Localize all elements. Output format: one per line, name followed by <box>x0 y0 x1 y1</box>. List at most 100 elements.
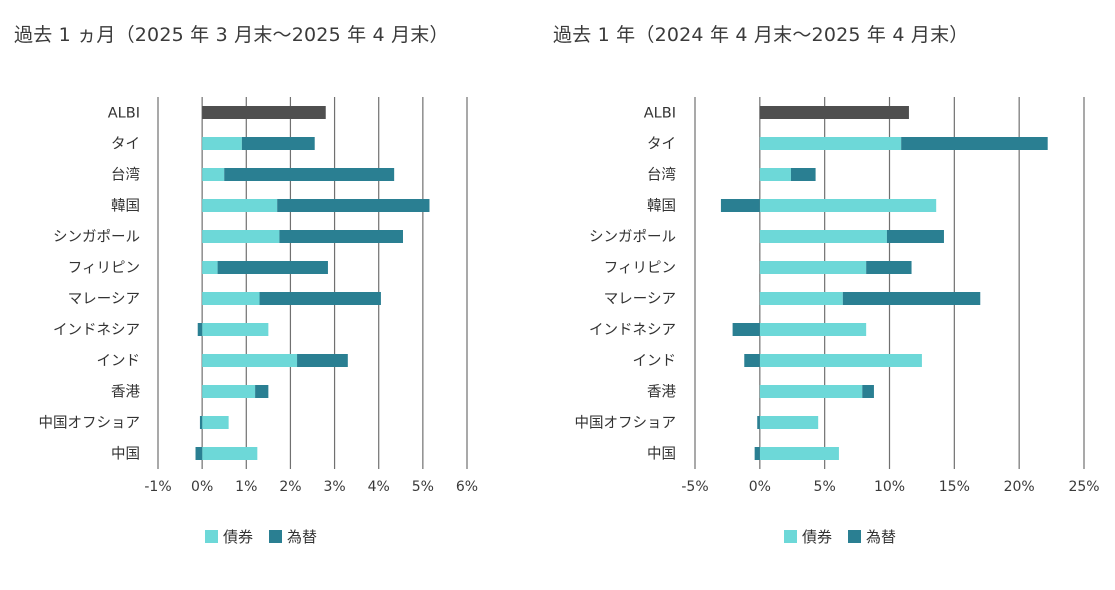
category-label: シンガポール <box>589 229 676 246</box>
bar-bond <box>759 385 863 398</box>
bar-bond <box>759 416 819 429</box>
bar-bond <box>202 323 269 336</box>
x-tick-label: 3% <box>323 479 345 495</box>
category-label: 香港 <box>647 384 676 401</box>
legend-swatch-fx <box>848 530 862 543</box>
bar-fx <box>842 292 981 305</box>
bar-bond <box>202 416 229 429</box>
bar-fx <box>886 230 944 243</box>
bar-fx <box>754 447 760 460</box>
category-label: 台湾 <box>111 167 140 184</box>
bar-fx <box>224 168 395 181</box>
bar-albi <box>202 106 326 119</box>
bar-bond <box>759 292 843 305</box>
x-tick-label: -1% <box>144 479 171 495</box>
category-label: インドネシア <box>53 322 140 339</box>
bar-fx <box>197 323 203 336</box>
category-label: シンガポール <box>53 229 140 246</box>
bar-fx <box>241 137 315 150</box>
bar-fx <box>217 261 328 274</box>
category-label: 中国 <box>111 446 140 463</box>
bar-bond <box>759 199 937 212</box>
legend-label-fx: 為替 <box>866 528 897 546</box>
chart-title-1month: 過去 1 ヵ月（2025 年 3 月末～2025 年 4 月末） <box>14 24 449 46</box>
category-label: 台湾 <box>647 167 676 184</box>
bar-fx <box>195 447 203 460</box>
category-label: ALBI <box>644 106 676 122</box>
category-label: 中国オフショア <box>39 415 141 432</box>
bar-fx <box>866 261 912 274</box>
category-label: 中国 <box>647 446 676 463</box>
x-tick-label: 4% <box>368 479 390 495</box>
legend-item-bond: 債券 <box>784 526 832 547</box>
bar-bond <box>759 261 867 274</box>
bar-bond <box>759 354 922 367</box>
category-label: ALBI <box>108 106 140 122</box>
bar-bond <box>202 261 218 274</box>
bar-bond <box>759 168 791 181</box>
legend-item-fx: 為替 <box>269 526 317 547</box>
bar-bond <box>202 447 258 460</box>
bar-bond <box>202 292 260 305</box>
legend-swatch-bond <box>205 530 218 543</box>
category-label: タイ <box>647 136 676 153</box>
category-label: 中国オフショア <box>575 415 677 432</box>
bar-albi <box>759 106 909 119</box>
category-label: 韓国 <box>111 198 140 215</box>
category-label: マレーシア <box>604 292 676 308</box>
bar-fx <box>279 230 403 243</box>
bar-fx <box>732 323 760 336</box>
x-tick-label: 6% <box>456 479 478 495</box>
bar-fx <box>720 199 760 212</box>
category-label: インド <box>97 354 141 370</box>
category-label: タイ <box>111 136 140 153</box>
bar-bond <box>202 230 280 243</box>
bar-bond <box>202 137 242 150</box>
category-label: 香港 <box>111 384 140 401</box>
legend-label-bond: 債券 <box>223 528 254 546</box>
category-label: フィリピン <box>68 260 140 277</box>
legend-label-fx: 為替 <box>287 528 318 546</box>
x-tick-label: 25% <box>1068 479 1099 495</box>
category-label: インドネシア <box>589 322 676 339</box>
x-tick-label: 1% <box>235 479 257 495</box>
legend-1month: 債券 為替 <box>205 526 333 547</box>
x-tick-label: 5% <box>412 479 434 495</box>
category-label: 韓国 <box>647 198 676 215</box>
bar-bond <box>759 230 887 243</box>
bar-bond <box>759 137 902 150</box>
x-tick-label: 15% <box>939 479 970 495</box>
bar-bond <box>202 168 225 181</box>
x-tick-label: 5% <box>814 479 836 495</box>
chart-title-1year: 過去 1 年（2024 年 4 月末～2025 年 4 月末） <box>553 24 969 46</box>
legend-label-bond: 債券 <box>802 528 833 546</box>
x-tick-label: 0% <box>191 479 213 495</box>
legend-swatch-bond <box>784 530 797 543</box>
bar-fx <box>297 354 348 367</box>
bar-bond <box>202 385 256 398</box>
legend-item-fx: 為替 <box>848 526 896 547</box>
bar-bond <box>202 354 298 367</box>
bar-fx <box>901 137 1048 150</box>
bar-fx <box>862 385 874 398</box>
category-label: マレーシア <box>68 292 140 308</box>
bar-fx <box>255 385 269 398</box>
category-label: インド <box>633 354 677 370</box>
legend-swatch-fx <box>269 530 283 543</box>
x-tick-label: -5% <box>681 479 708 495</box>
category-label: フィリピン <box>604 260 676 277</box>
x-tick-label: 2% <box>279 479 301 495</box>
bar-fx <box>744 354 760 367</box>
legend-item-bond: 債券 <box>205 526 253 547</box>
bar-fx <box>199 416 203 429</box>
bar-bond <box>759 447 839 460</box>
bar-bond <box>202 199 278 212</box>
bar-bond <box>759 323 867 336</box>
x-tick-label: 0% <box>749 479 771 495</box>
bar-fx <box>259 292 381 305</box>
bar-fx <box>790 168 816 181</box>
legend-1year: 債券 為替 <box>784 526 912 547</box>
x-tick-label: 20% <box>1004 479 1035 495</box>
bar-fx <box>757 416 760 429</box>
